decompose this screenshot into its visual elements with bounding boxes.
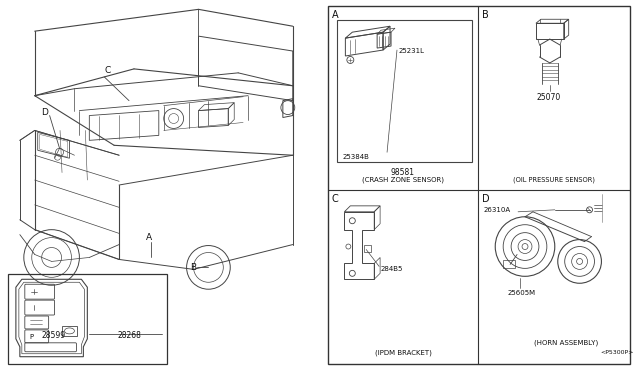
Bar <box>8 274 167 364</box>
Bar <box>364 244 371 251</box>
Text: (CRASH ZONE SENSOR): (CRASH ZONE SENSOR) <box>362 176 444 183</box>
Text: 98581: 98581 <box>391 168 415 177</box>
Text: (IPDM BRACKET): (IPDM BRACKET) <box>374 350 431 356</box>
Text: B: B <box>483 10 489 20</box>
Text: B: B <box>191 263 196 272</box>
Text: C: C <box>104 66 110 76</box>
Text: A: A <box>146 233 152 242</box>
Text: 28268: 28268 <box>117 331 141 340</box>
Text: 25231L: 25231L <box>399 48 425 54</box>
Text: 28599: 28599 <box>42 331 66 340</box>
Text: A: A <box>332 10 338 20</box>
Text: 284B5: 284B5 <box>380 266 403 272</box>
Text: P: P <box>30 334 34 340</box>
Text: <P5300P>: <P5300P> <box>600 350 634 355</box>
Text: (HORN ASSEMBLY): (HORN ASSEMBLY) <box>534 340 598 346</box>
Text: D: D <box>483 194 490 204</box>
Text: 26310A: 26310A <box>483 207 511 213</box>
Text: 25384B: 25384B <box>342 154 369 160</box>
Text: 25605M: 25605M <box>507 290 535 296</box>
Text: 25070: 25070 <box>537 93 561 102</box>
Bar <box>337 20 472 162</box>
Bar <box>328 6 630 364</box>
Text: C: C <box>332 194 338 204</box>
Text: (OIL PRESSURE SENSOR): (OIL PRESSURE SENSOR) <box>513 176 595 183</box>
Text: D: D <box>41 108 48 117</box>
